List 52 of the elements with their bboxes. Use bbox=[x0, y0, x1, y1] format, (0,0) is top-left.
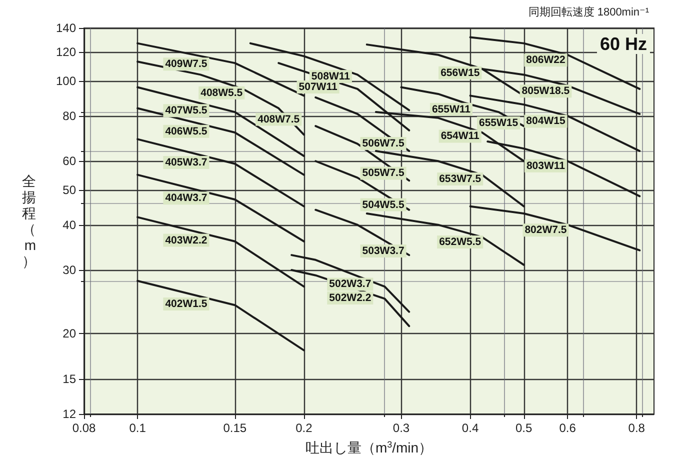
series-label: 802W7.5 bbox=[524, 224, 567, 236]
annotation: 60 Hz bbox=[600, 34, 648, 54]
series-label: 406W5.5 bbox=[165, 125, 208, 138]
chart-title: 同期回転速度 1800min⁻¹ bbox=[528, 6, 650, 18]
y-axis-title: 全揚程（m） bbox=[22, 173, 36, 269]
y-tick-label: 120 bbox=[56, 45, 76, 60]
x-tick-label: 0.6 bbox=[559, 421, 576, 435]
x-tick-label: 0.2 bbox=[296, 421, 313, 435]
y-tick-label: 20 bbox=[62, 326, 76, 341]
y-tick-label: 15 bbox=[62, 372, 76, 386]
series-label: 502W3.7 bbox=[329, 278, 372, 290]
series-label: 407W5.5 bbox=[165, 104, 208, 117]
series-label: 503W3.7 bbox=[362, 244, 404, 257]
x-tick-label: 0.15 bbox=[223, 421, 247, 435]
series-label: 655W11 bbox=[432, 103, 471, 116]
y-tick-label: 140 bbox=[56, 21, 76, 35]
series-label: 507W11 bbox=[298, 80, 338, 93]
y-tick-label: 60 bbox=[62, 154, 76, 168]
annotation: 408W7.5 bbox=[258, 113, 300, 126]
series-label: 405W3.7 bbox=[165, 156, 208, 168]
y-tick-label: 50 bbox=[62, 182, 76, 197]
y-tick-label: 30 bbox=[62, 263, 76, 278]
series-label: 409W7.5 bbox=[165, 58, 208, 70]
series-label: 654W11 bbox=[440, 130, 480, 142]
series-label: 508W11 bbox=[311, 70, 350, 82]
series-label: 408W5.5 bbox=[200, 86, 243, 99]
line-series bbox=[249, 42, 410, 112]
series-label: 506W7.5 bbox=[362, 137, 404, 150]
y-tick-label: 100 bbox=[56, 74, 76, 88]
series-label: 806W22 bbox=[526, 54, 566, 66]
series-label: 656W15 bbox=[440, 66, 480, 79]
x-tick-label: 0.5 bbox=[515, 421, 532, 435]
series-label: 805W18.5 bbox=[522, 85, 570, 98]
series-label: 653W7.5 bbox=[439, 172, 482, 185]
x-tick-label: 0.08 bbox=[72, 421, 96, 435]
series-label: 403W2.2 bbox=[165, 234, 208, 246]
series-label: 652W5.5 bbox=[439, 236, 482, 248]
series-label: 803W11 bbox=[526, 160, 566, 172]
series-label: 502W2.2 bbox=[329, 292, 372, 304]
series-label: 402W1.5 bbox=[165, 298, 208, 310]
series-label: 505W7.5 bbox=[362, 167, 404, 180]
y-tick-label: 12 bbox=[62, 407, 76, 421]
series-label: 504W5.5 bbox=[362, 198, 404, 211]
annotation: 655W15 bbox=[478, 117, 518, 130]
series-label: 804W15 bbox=[526, 115, 566, 128]
series-label: 404W3.7 bbox=[165, 192, 208, 204]
x-tick-label: 0.3 bbox=[392, 421, 410, 435]
y-tick-label: 80 bbox=[62, 108, 76, 123]
y-tick-label: 40 bbox=[62, 218, 76, 232]
x-tick-label: 0.1 bbox=[129, 421, 146, 435]
x-tick-label: 0.4 bbox=[462, 421, 479, 435]
x-tick-label: 0.8 bbox=[628, 421, 646, 435]
